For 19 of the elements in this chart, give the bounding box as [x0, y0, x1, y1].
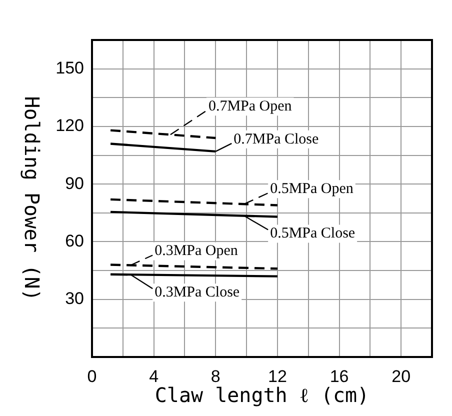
- y-tick-label: 90: [65, 174, 84, 193]
- x-tick-label: 4: [149, 366, 159, 386]
- x-axis-title: Claw length ℓ (cm): [154, 383, 370, 408]
- x-tick-label: 8: [210, 366, 220, 386]
- legend-label: 0.7MPa Close: [234, 131, 319, 148]
- y-tick-label: 60: [65, 231, 84, 250]
- y-axis-title: Holding Power (N): [20, 96, 44, 301]
- series-label: 0.3MPa Close: [154, 284, 240, 301]
- y-tick-label: 150: [56, 58, 84, 78]
- y-tick-label: 120: [56, 116, 84, 136]
- y-tick-label: 30: [65, 289, 84, 308]
- x-tick-label: 20: [392, 366, 411, 386]
- legend-label: 0.3MPa Open: [154, 243, 238, 260]
- series-label: 0.5MPa Close: [270, 226, 356, 242]
- series-label: 0.7MPa Open: [208, 98, 292, 115]
- x-tick-label: 0: [87, 366, 97, 386]
- x-tick-label: 16: [330, 366, 349, 386]
- legend-label: 0.5MPa Open: [270, 181, 354, 198]
- x-tick-label: 12: [268, 366, 287, 386]
